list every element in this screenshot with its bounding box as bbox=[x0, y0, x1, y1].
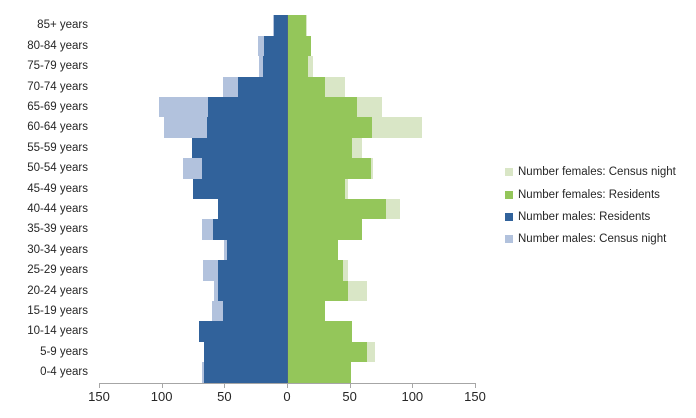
y-axis-label: 85+ years bbox=[37, 19, 88, 32]
bar-number-females-residents bbox=[287, 35, 311, 57]
legend-item-number-males-census-night: Number males: Census night bbox=[505, 228, 676, 250]
legend-label: Number males: Census night bbox=[518, 233, 667, 246]
bar-number-males-residents bbox=[204, 341, 287, 363]
legend-swatch-icon bbox=[505, 235, 513, 244]
y-axis-label: 40-44 years bbox=[27, 203, 88, 215]
center-axis-line bbox=[287, 15, 288, 383]
y-axis-label: 5-9 years bbox=[40, 345, 88, 358]
bar-number-females-residents bbox=[287, 158, 371, 179]
y-axis-label: 65-69 years bbox=[27, 101, 88, 113]
legend-label: Number females: Census night bbox=[518, 166, 676, 179]
bar-number-males-residents bbox=[218, 260, 287, 281]
x-axis-tick-label: 50 bbox=[342, 388, 357, 404]
bar-number-females-residents bbox=[287, 15, 306, 36]
bar-number-males-residents bbox=[226, 239, 287, 261]
bar-number-males-residents bbox=[191, 137, 287, 159]
bar-number-females-residents bbox=[287, 178, 345, 199]
y-axis-label: 0-4 years bbox=[40, 366, 88, 379]
bar-number-males-residents bbox=[238, 76, 287, 97]
y-axis-label: 15-19 years bbox=[27, 305, 88, 317]
x-axis-tick-label: 150 bbox=[464, 388, 486, 404]
y-axis-label: 55-59 years bbox=[27, 141, 88, 154]
y-axis-label: 25-29 years bbox=[27, 264, 88, 277]
legend-item-number-males-residents: Number males: Residents bbox=[505, 206, 676, 228]
bar-number-males-residents bbox=[204, 362, 287, 383]
x-axis-tick-label: 0 bbox=[283, 388, 291, 404]
bar-number-males-residents bbox=[218, 199, 287, 220]
bar-number-males-residents bbox=[201, 158, 287, 179]
legend-label: Number males: Residents bbox=[518, 210, 651, 223]
bar-number-males-residents bbox=[208, 97, 287, 118]
x-axis-tick bbox=[349, 382, 351, 388]
bar-number-females-residents bbox=[287, 117, 373, 138]
bar-number-males-residents bbox=[199, 321, 287, 342]
y-axis-label: 45-49 years bbox=[27, 182, 88, 195]
x-axis-tick bbox=[224, 382, 226, 388]
legend-swatch-icon bbox=[505, 190, 513, 199]
bar-number-males-residents bbox=[193, 178, 287, 199]
bar-number-females-residents bbox=[287, 239, 339, 261]
bar-number-males-residents bbox=[218, 280, 287, 301]
y-axis-label: 70-74 years bbox=[27, 80, 88, 93]
bar-number-females-residents bbox=[287, 137, 353, 159]
y-axis-label: 30-34 years bbox=[27, 243, 88, 256]
y-axis-label: 50-54 years bbox=[27, 162, 88, 175]
y-axis-label: 75-79 years bbox=[27, 60, 88, 73]
bar-number-females-residents bbox=[287, 301, 325, 322]
x-axis-tick-label: 50 bbox=[217, 388, 232, 404]
bar-number-females-residents bbox=[287, 260, 344, 281]
bar-number-females-residents bbox=[287, 219, 363, 240]
bar-number-females-residents bbox=[287, 321, 353, 342]
bar-number-females-residents bbox=[287, 97, 358, 118]
legend: Number females: Census night Number femal… bbox=[505, 161, 676, 251]
bar-number-females-residents bbox=[287, 362, 351, 383]
bar-number-females-residents bbox=[287, 341, 368, 363]
x-axis-tick-label: 100 bbox=[150, 388, 173, 404]
legend-swatch-icon bbox=[505, 212, 513, 221]
x-axis-tick-label: 150 bbox=[88, 388, 110, 404]
bar-number-males-residents bbox=[274, 15, 287, 36]
x-axis-tick-label: 100 bbox=[401, 388, 424, 404]
bar-number-males-residents bbox=[223, 301, 287, 322]
bar-number-females-residents bbox=[287, 76, 325, 97]
x-axis-tick bbox=[99, 382, 100, 388]
bar-number-males-residents bbox=[263, 56, 287, 77]
legend-swatch-icon bbox=[505, 168, 513, 177]
y-axis-label: 20-24 years bbox=[27, 284, 88, 297]
y-axis-label: 35-39 years bbox=[27, 223, 88, 236]
bar-number-females-residents bbox=[287, 280, 349, 301]
legend-label: Number females: Residents bbox=[518, 188, 660, 201]
y-axis-label: 10-14 years bbox=[27, 325, 88, 338]
bar-number-males-residents bbox=[264, 35, 287, 57]
x-axis-tick bbox=[412, 382, 414, 388]
y-axis-label: 60-64 years bbox=[27, 121, 88, 134]
bar-number-males-residents bbox=[206, 117, 287, 138]
bar-number-males-residents bbox=[213, 219, 287, 240]
legend-item-number-females-residents: Number females: Residents bbox=[505, 183, 676, 205]
x-axis-tick bbox=[475, 382, 476, 388]
bar-number-females-residents bbox=[287, 199, 386, 220]
legend-item-number-females-census-night: Number females: Census night bbox=[505, 161, 676, 183]
y-axis-label: 80-84 years bbox=[27, 39, 88, 52]
x-axis-tick bbox=[161, 382, 163, 388]
bar-number-females-residents bbox=[287, 56, 309, 77]
x-axis-tick bbox=[287, 382, 288, 388]
